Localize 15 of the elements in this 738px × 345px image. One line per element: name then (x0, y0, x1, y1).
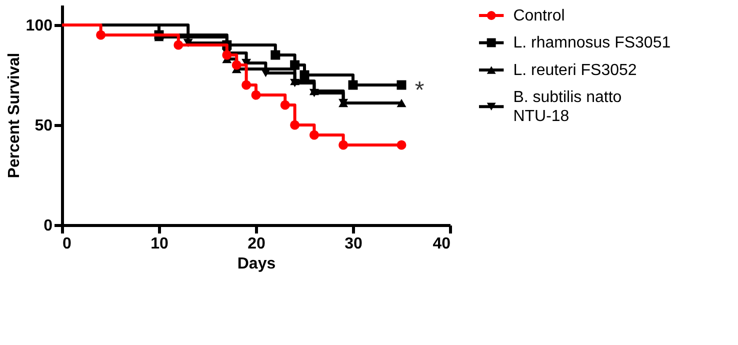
legend-label: Control (513, 7, 565, 24)
y-axis-title: Percent Survival (6, 52, 23, 178)
x-tick-label: 0 (62, 236, 72, 252)
legend-label: B. subtilis natto NTU-18 (513, 89, 622, 126)
x-axis-title: Days (237, 256, 276, 272)
annotation: * (414, 77, 424, 104)
legend-label: L. rhamnosus FS3051 (513, 34, 671, 52)
legend-label: L. reuteri FS3052 (513, 62, 637, 79)
x-tick-label: 30 (344, 236, 362, 252)
x-tick-label: 10 (150, 236, 168, 252)
y-tick-label: 50 (34, 118, 53, 134)
x-tick-label: 20 (248, 236, 266, 252)
y-tick-label: 0 (44, 218, 53, 234)
y-tick-label: 100 (26, 18, 53, 34)
x-tick-label: 40 (432, 236, 451, 252)
